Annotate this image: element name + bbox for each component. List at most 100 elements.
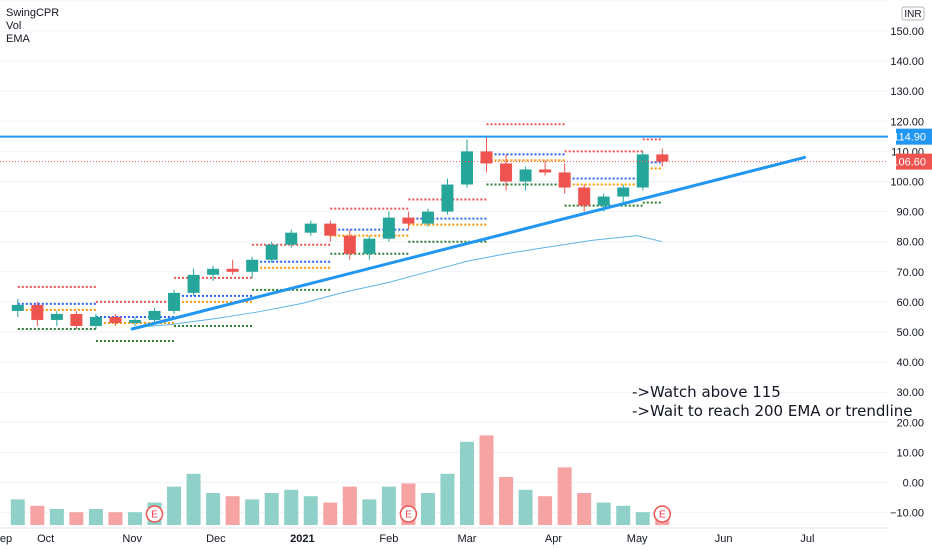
time-tick-label: Oct xyxy=(37,533,54,545)
price-axis[interactable]: −10.00 0.00 10.00 20.00 30.00 40.00 50.00 60.00… xyxy=(888,0,932,550)
volume-bar xyxy=(518,489,533,525)
candle-body xyxy=(441,184,454,212)
price-tick-label: 100.00 xyxy=(890,177,924,189)
currency-unit-text: INR xyxy=(904,9,921,20)
price-tag: 114.90 xyxy=(893,128,932,145)
ema-line xyxy=(132,235,663,328)
time-tick-label: 2021 xyxy=(290,533,314,545)
candle-body xyxy=(187,274,200,293)
currency-unit-badge[interactable]: INR xyxy=(901,6,925,21)
candle xyxy=(226,259,239,275)
candle xyxy=(539,160,552,176)
legend-item-swingcpr[interactable]: SwingCPR xyxy=(6,7,59,19)
time-axis[interactable]: ep Oct Nov Dec 2021 Feb Mar Apr May Jun Jul xyxy=(0,533,814,545)
drawn-lines xyxy=(0,135,888,331)
price-tag-label: 114.90 xyxy=(893,132,926,144)
candle-body xyxy=(480,151,493,164)
volume-bar xyxy=(616,505,631,525)
candle-body xyxy=(168,292,181,311)
candle xyxy=(402,211,415,230)
candle xyxy=(578,184,591,212)
price-tag-bg xyxy=(896,153,932,170)
candle xyxy=(441,178,454,215)
legend-item-ema[interactable]: EMA xyxy=(6,33,31,45)
candle xyxy=(128,316,141,326)
candle-body xyxy=(636,154,649,188)
candle xyxy=(519,166,532,191)
candle xyxy=(500,154,513,191)
candle-body xyxy=(148,310,161,320)
legend-item-vol[interactable]: Vol xyxy=(6,20,21,32)
candle xyxy=(480,136,493,173)
price-tick-label: 0.00 xyxy=(903,478,924,490)
volume-bar xyxy=(420,493,435,525)
volume-bar xyxy=(264,493,279,525)
volume-bar xyxy=(635,512,650,525)
candle-body xyxy=(519,169,532,182)
candle xyxy=(285,229,298,248)
candle-body xyxy=(617,187,630,197)
candle-body xyxy=(578,187,591,206)
candle-body xyxy=(11,304,24,311)
volume-bar xyxy=(362,499,377,525)
candle-body xyxy=(226,268,239,272)
earnings-marker-circle xyxy=(399,505,418,523)
volume-bar xyxy=(342,486,357,525)
price-tick-label: 90.00 xyxy=(896,207,924,219)
volume-bar xyxy=(225,496,240,525)
volume-bar xyxy=(88,509,103,525)
time-tick-label: Mar xyxy=(458,533,477,545)
trendline[interactable] xyxy=(130,155,807,331)
candle-body xyxy=(109,316,122,323)
candle xyxy=(617,184,630,203)
candle-body xyxy=(50,313,63,320)
price-tick-label: 20.00 xyxy=(896,417,924,429)
candle-body xyxy=(89,316,102,326)
annotation-line: ->Wait to reach 200 EMA or trendline xyxy=(632,402,912,420)
price-tick-label: 70.00 xyxy=(896,267,924,279)
earnings-marker[interactable]: E xyxy=(399,505,418,523)
price-tick-label: 50.00 xyxy=(896,327,924,339)
price-tick-label: 30.00 xyxy=(896,387,924,399)
candle xyxy=(324,220,337,242)
volume-bar xyxy=(69,512,84,525)
volume-bar xyxy=(245,499,260,525)
candle-body xyxy=(421,211,434,224)
candle-body xyxy=(285,232,298,245)
candle-body xyxy=(382,217,395,239)
earnings-marker[interactable]: E xyxy=(145,505,164,523)
candle-body xyxy=(324,223,337,236)
price-tick-label: 10.00 xyxy=(896,447,924,459)
annotation-line: ->Watch above 115 xyxy=(632,383,781,401)
candle xyxy=(109,313,122,326)
volume-bar xyxy=(323,502,338,525)
candles xyxy=(11,136,669,329)
volume-bar xyxy=(596,502,611,525)
time-tick-label: Jun xyxy=(715,533,733,545)
earnings-marker-label: E xyxy=(659,510,666,521)
candle xyxy=(421,208,434,227)
candle xyxy=(558,163,571,194)
swingcpr-levels xyxy=(17,123,663,343)
price-tag-bg xyxy=(896,128,932,145)
time-tick-label: Dec xyxy=(206,533,226,545)
price-axis-bg xyxy=(888,0,932,550)
time-tick-label: Nov xyxy=(122,533,142,545)
time-tick-label: ep xyxy=(0,533,12,545)
candle-body xyxy=(246,259,259,272)
earnings-marker[interactable]: E xyxy=(653,505,672,523)
candle-body xyxy=(128,319,141,323)
candle xyxy=(89,313,102,329)
candle xyxy=(304,220,317,236)
candle xyxy=(363,235,376,260)
candle-body xyxy=(70,313,83,326)
price-tick-label: 40.00 xyxy=(896,357,924,369)
candle xyxy=(70,310,83,329)
volume-bar xyxy=(381,486,396,525)
candle xyxy=(460,139,473,188)
volume-bar xyxy=(108,512,123,525)
price-tick-label: 60.00 xyxy=(896,297,924,309)
